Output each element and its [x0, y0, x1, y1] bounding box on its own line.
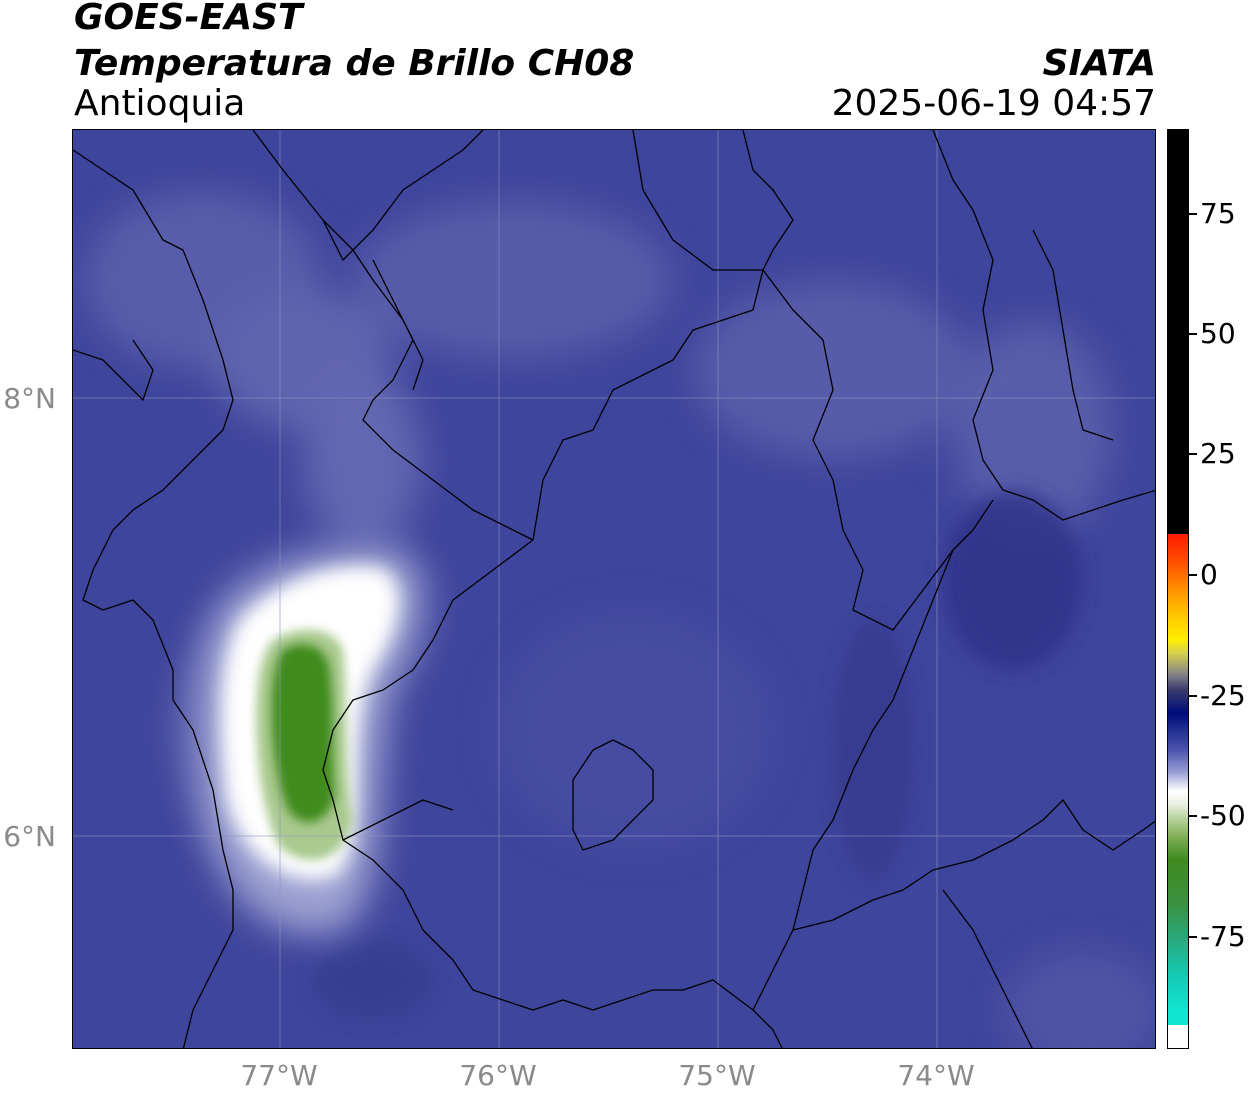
colorbar-label-75: 75	[1200, 197, 1236, 230]
colorbar-tick-minus75	[1189, 936, 1197, 938]
region-label: Antioquia	[74, 83, 246, 124]
colorbar-label-0: 0	[1200, 558, 1218, 591]
colorbar-label-minus75: -75	[1200, 920, 1246, 953]
satellite-title: GOES-EAST	[74, 0, 303, 38]
lon-label-74w: 74°W	[897, 1059, 975, 1092]
colorbar-tick-minus50	[1189, 815, 1197, 817]
lat-label-8n: 8°N	[3, 382, 56, 415]
lon-label-75w: 75°W	[678, 1059, 756, 1092]
cold-patches	[313, 490, 1083, 1020]
colorbar-tick-25	[1189, 453, 1197, 455]
lat-label-6n: 6°N	[3, 820, 56, 853]
lon-label-76w: 76°W	[459, 1059, 537, 1092]
colorbar-label-25: 25	[1200, 437, 1236, 470]
colorbar-label-50: 50	[1200, 317, 1236, 350]
lon-label-77w: 77°W	[240, 1059, 318, 1092]
colorbar	[1167, 129, 1189, 1049]
map-canvas	[73, 130, 1155, 1048]
organization-label: SIATA	[1042, 43, 1156, 84]
colorbar-tick-50	[1189, 333, 1197, 335]
colorbar-tick-75	[1189, 213, 1197, 215]
admin-boundaries	[73, 130, 1155, 1048]
colorbar-tick-minus25	[1189, 695, 1197, 697]
product-title: Temperatura de Brillo CH08	[74, 43, 635, 84]
colorbar-label-minus50: -50	[1200, 799, 1246, 832]
map-panel[interactable]	[72, 129, 1156, 1049]
timestamp-label: 2025-06-19 04:57	[831, 83, 1156, 124]
colorbar-label-minus25: -25	[1200, 679, 1246, 712]
colorbar-tick-0	[1189, 574, 1197, 576]
convective-cell	[197, 546, 425, 934]
